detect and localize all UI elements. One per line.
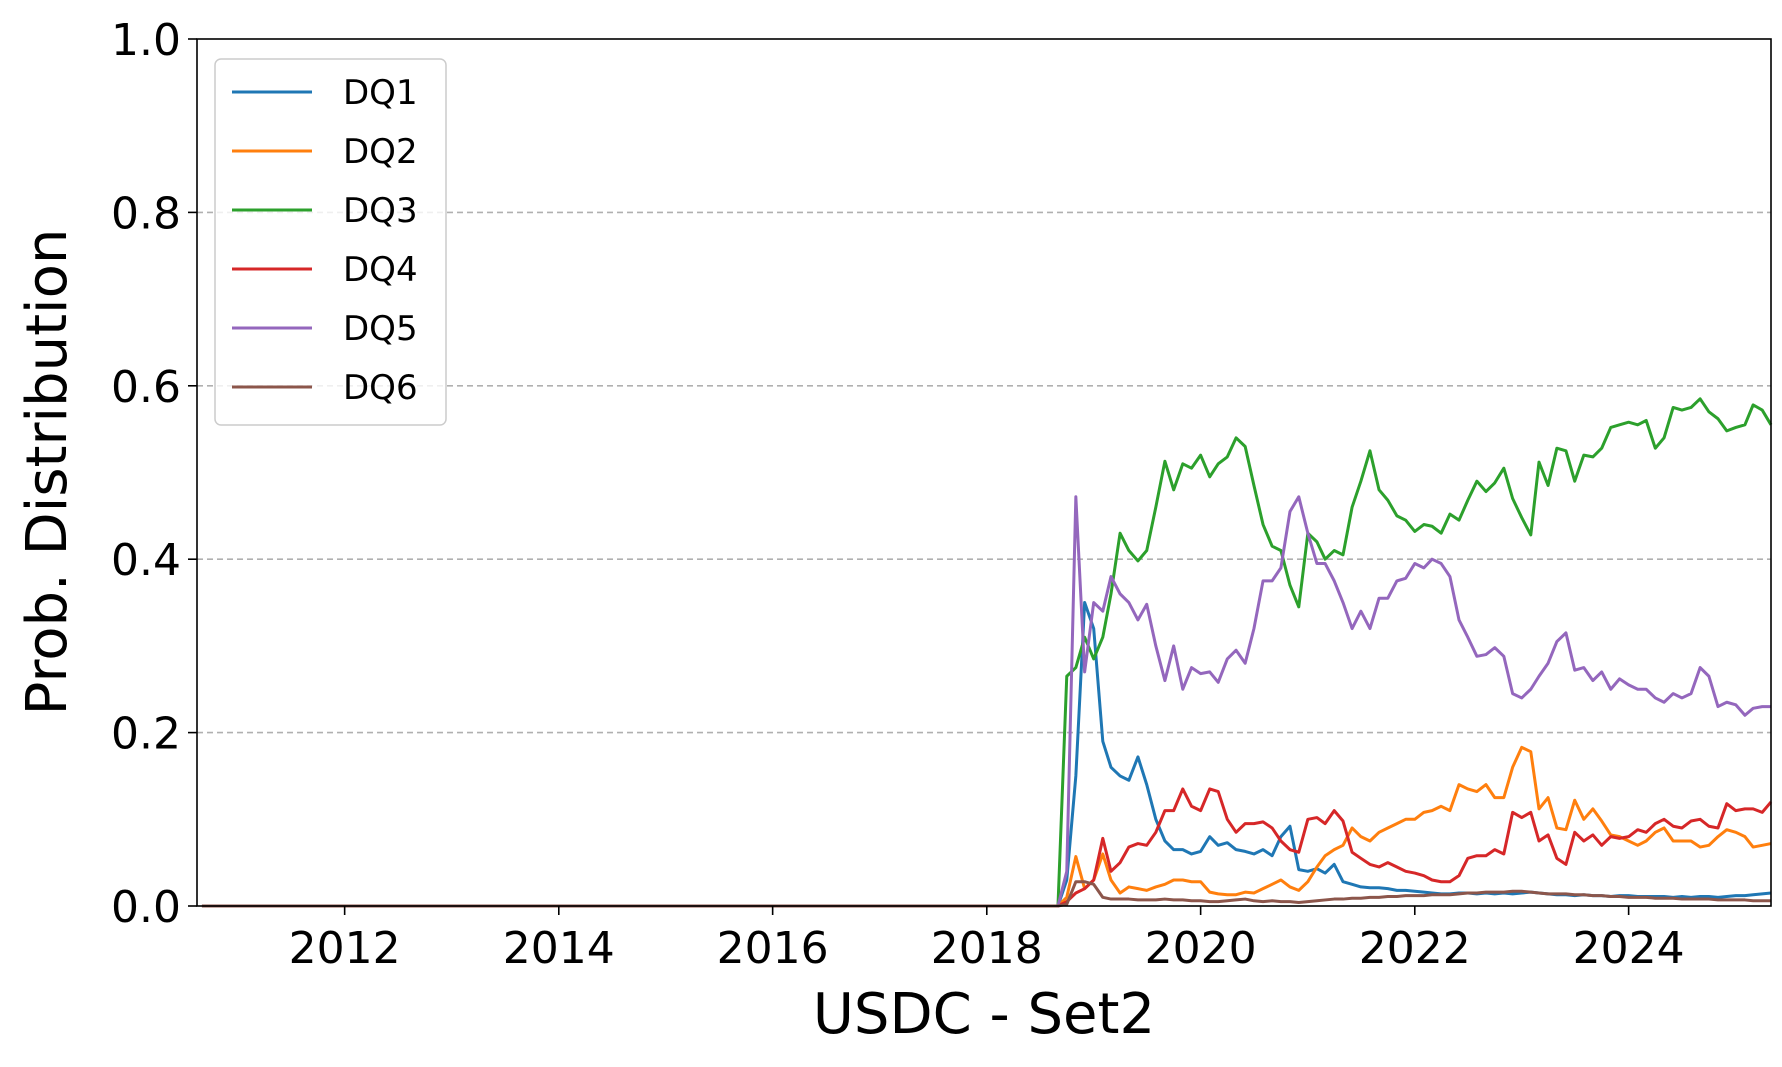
plot-frame xyxy=(196,38,1772,907)
x-tick-label: 2014 xyxy=(503,923,615,974)
x-tick-label: 2024 xyxy=(1573,923,1685,974)
x-tick-label: 2016 xyxy=(717,923,829,974)
y-axis-ticks: 0.0 0.2 0.4 0.6 0.8 1.0 xyxy=(111,15,197,933)
legend-items: DQ1 DQ2 DQ3 DQ4 DQ5 DQ6 xyxy=(232,73,418,408)
legend-label-dq6: DQ6 xyxy=(343,368,418,408)
legend: DQ1 DQ2 DQ3 DQ4 DQ5 DQ6 xyxy=(214,58,447,426)
gridlines xyxy=(197,211,1771,734)
y-tick-label: 0.4 xyxy=(111,535,181,586)
y-tick-label: 0.2 xyxy=(111,709,181,760)
x-axis-title: USDC - Set2 xyxy=(813,982,1155,1047)
y-tick-label: 0.8 xyxy=(111,188,181,239)
x-tick-label: 2020 xyxy=(1145,923,1257,974)
legend-label-dq3: DQ3 xyxy=(343,191,418,231)
y-tick-label: 0.6 xyxy=(111,362,181,413)
legend-label-dq4: DQ4 xyxy=(343,250,418,290)
legend-label-dq2: DQ2 xyxy=(343,132,418,172)
x-tick-label: 2018 xyxy=(931,923,1043,974)
legend-label-dq1: DQ1 xyxy=(343,73,418,113)
y-axis-title: Prob. Distribution xyxy=(15,229,80,716)
legend-label-dq5: DQ5 xyxy=(343,309,418,349)
y-tick-label: 1.0 xyxy=(111,15,181,66)
x-tick-label: 2022 xyxy=(1359,923,1471,974)
x-axis-ticks: 2012 2014 2016 2018 2020 2022 2024 xyxy=(289,906,1685,974)
y-tick-label: 0.0 xyxy=(111,882,181,933)
x-tick-label: 2012 xyxy=(289,923,401,974)
